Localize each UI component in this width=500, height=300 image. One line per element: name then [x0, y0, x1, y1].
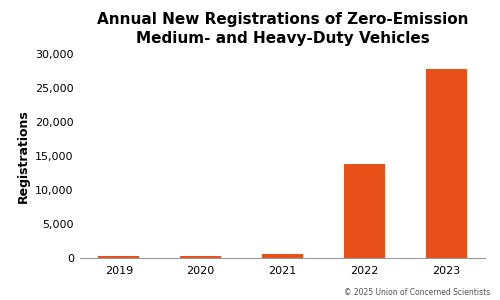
- Bar: [98, 256, 140, 258]
- Bar: [180, 256, 221, 258]
- Bar: [344, 164, 385, 258]
- Bar: [262, 254, 303, 258]
- Text: © 2025 Union of Concerned Scientists: © 2025 Union of Concerned Scientists: [344, 288, 490, 297]
- Title: Annual New Registrations of Zero-Emission
Medium- and Heavy-Duty Vehicles: Annual New Registrations of Zero-Emissio…: [97, 12, 468, 46]
- Y-axis label: Registrations: Registrations: [16, 109, 30, 203]
- Bar: [426, 69, 467, 258]
